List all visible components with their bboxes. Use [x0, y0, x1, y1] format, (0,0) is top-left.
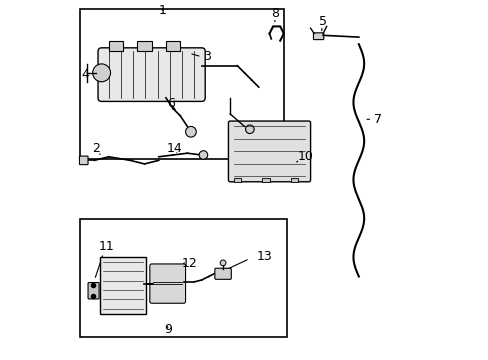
- FancyBboxPatch shape: [80, 156, 88, 165]
- FancyBboxPatch shape: [228, 121, 310, 182]
- Text: 9: 9: [163, 323, 171, 336]
- Bar: [80, 219, 287, 337]
- Circle shape: [93, 64, 110, 82]
- FancyBboxPatch shape: [98, 48, 205, 102]
- Text: 10: 10: [297, 150, 312, 163]
- FancyBboxPatch shape: [313, 33, 323, 40]
- Text: 4: 4: [81, 68, 89, 81]
- FancyBboxPatch shape: [100, 257, 146, 314]
- Text: 11: 11: [99, 240, 115, 253]
- Text: 14: 14: [166, 142, 183, 155]
- Bar: [290, 178, 298, 182]
- FancyBboxPatch shape: [88, 283, 99, 299]
- FancyBboxPatch shape: [149, 264, 185, 303]
- Bar: [108, 41, 123, 51]
- Text: 6: 6: [167, 97, 175, 110]
- FancyBboxPatch shape: [214, 268, 231, 279]
- Circle shape: [245, 125, 254, 134]
- Text: 3: 3: [203, 50, 210, 63]
- Text: 12: 12: [181, 257, 197, 270]
- Circle shape: [185, 126, 196, 137]
- Bar: [80, 9, 283, 158]
- Text: 5: 5: [319, 14, 326, 27]
- Bar: [233, 178, 241, 182]
- Bar: [262, 178, 269, 182]
- Text: 7: 7: [374, 113, 382, 126]
- Text: 13: 13: [256, 250, 271, 263]
- Bar: [137, 41, 151, 51]
- Text: 2: 2: [92, 142, 100, 155]
- Circle shape: [220, 260, 225, 266]
- Text: 1: 1: [158, 4, 166, 17]
- Bar: [165, 41, 180, 51]
- Circle shape: [199, 151, 207, 159]
- Text: 8: 8: [270, 8, 278, 21]
